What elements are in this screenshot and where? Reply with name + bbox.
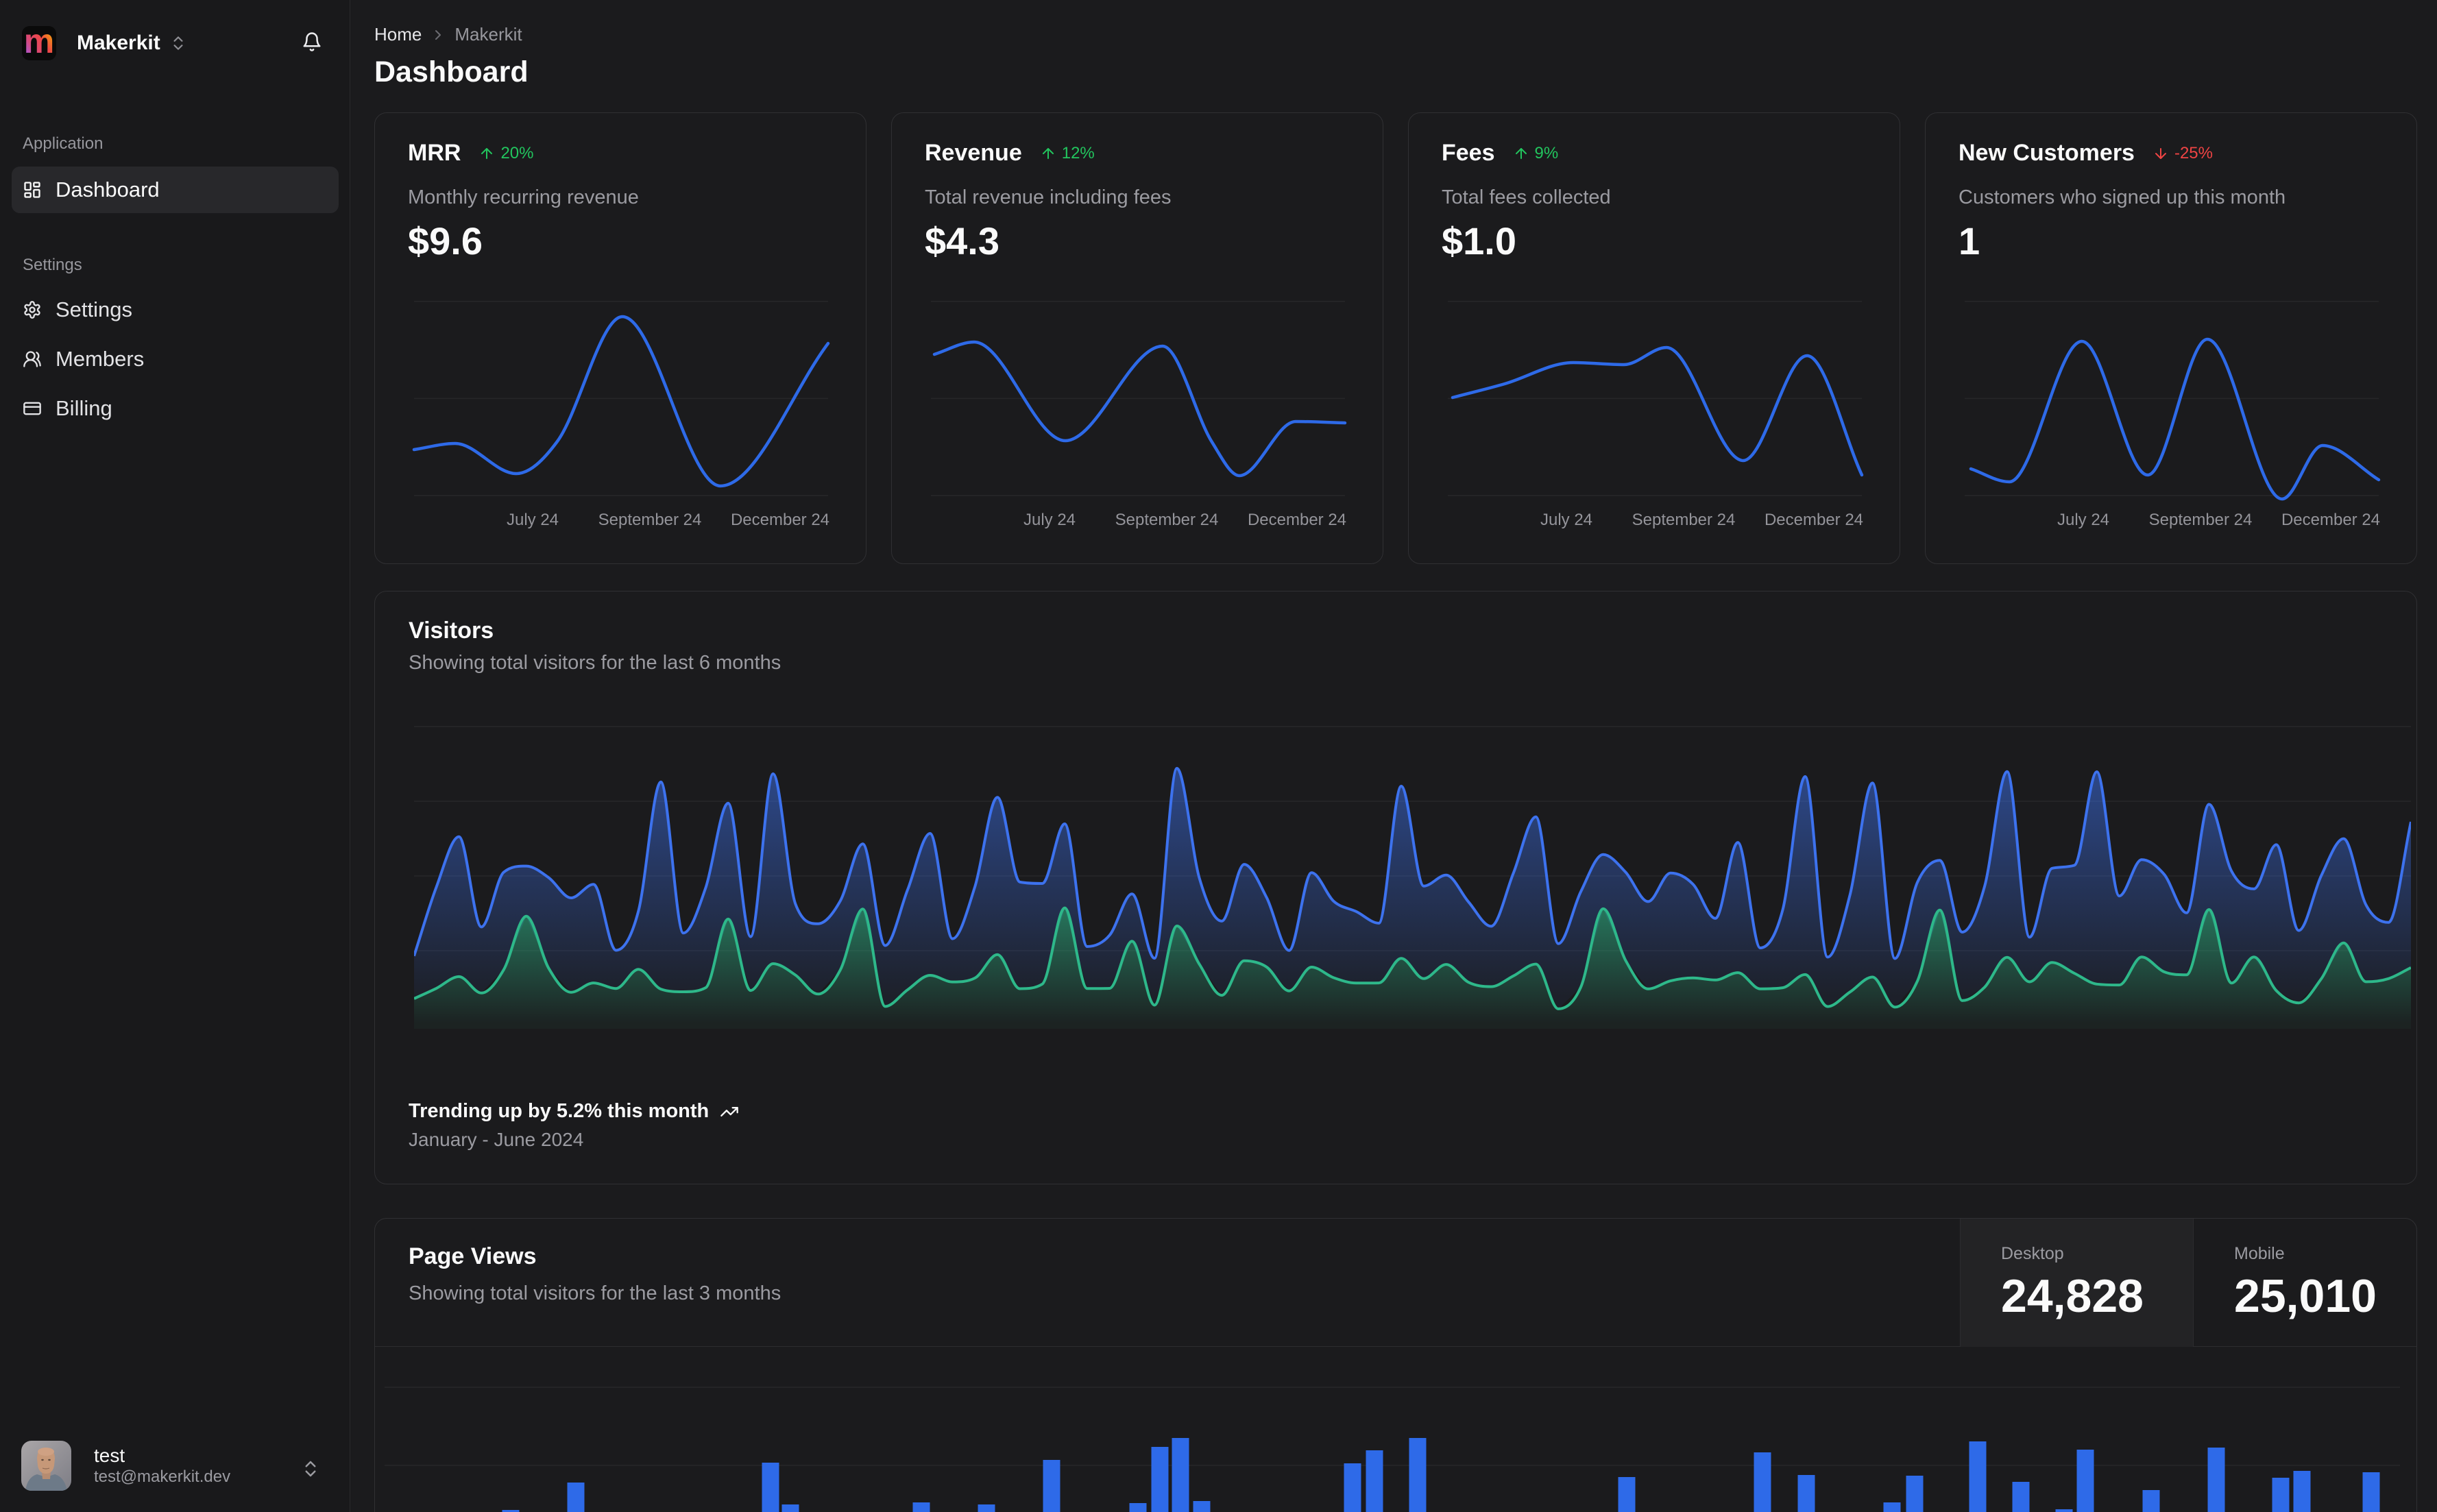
svg-text:September 24: September 24 <box>2149 511 2253 529</box>
svg-text:December 24: December 24 <box>731 511 829 529</box>
svg-text:July 24: July 24 <box>2057 511 2109 529</box>
svg-text:July 24: July 24 <box>507 511 559 529</box>
svg-text:September 24: September 24 <box>1115 511 1219 529</box>
svg-text:m: m <box>24 26 54 60</box>
svg-text:September 24: September 24 <box>1632 511 1736 529</box>
svg-text:December 24: December 24 <box>2281 511 2380 529</box>
svg-text:July 24: July 24 <box>1540 511 1592 529</box>
svg-text:September 24: September 24 <box>598 511 702 529</box>
svg-text:December 24: December 24 <box>1248 511 1346 529</box>
svg-text:December 24: December 24 <box>1765 511 1863 529</box>
svg-text:July 24: July 24 <box>1023 511 1076 529</box>
